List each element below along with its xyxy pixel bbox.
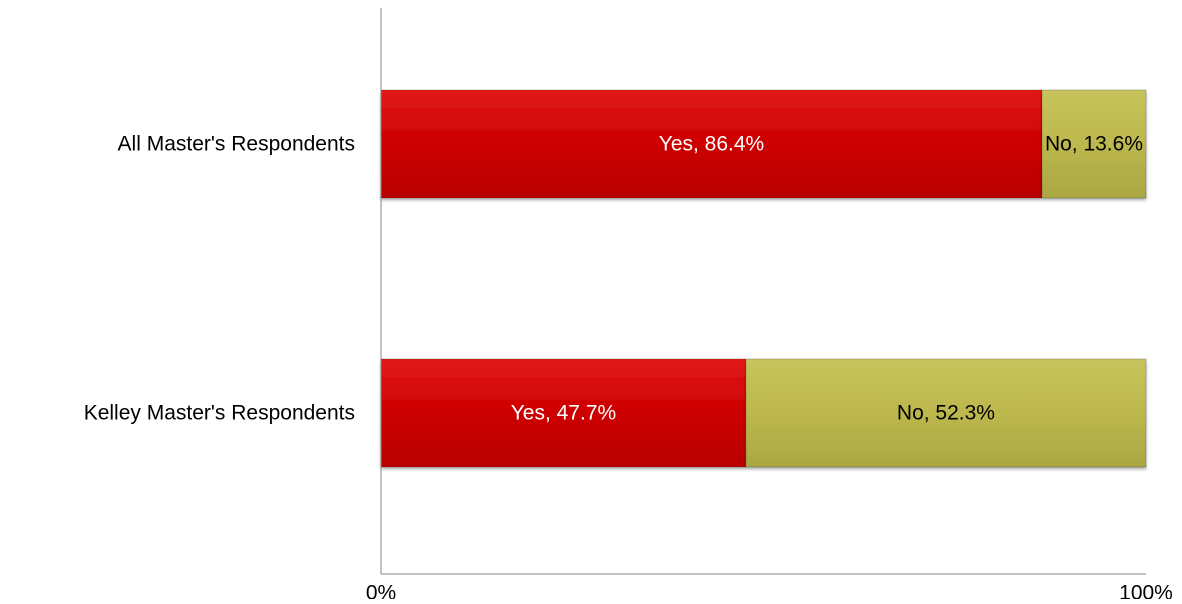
bar-yes-1 xyxy=(380,89,1043,199)
category-label-1: All Master's Respondents xyxy=(118,133,355,156)
bar-no-1 xyxy=(1041,89,1147,199)
bar-yes-2 xyxy=(380,358,747,468)
data-label-yes-1: Yes, 86.4% xyxy=(659,133,764,156)
x-tick-label-1: 0% xyxy=(366,582,396,600)
data-label-no-2: No, 52.3% xyxy=(897,402,995,425)
bar-no-2 xyxy=(745,358,1147,468)
data-label-no-1: No, 13.6% xyxy=(1045,133,1143,156)
data-labels-layer: Yes, 86.4% No, 13.6% Yes, 47.7% No, 52.3% xyxy=(511,133,1143,425)
x-tick-label-2: 100% xyxy=(1119,582,1173,600)
data-label-yes-2: Yes, 47.7% xyxy=(511,402,616,425)
bars-layer xyxy=(380,89,1147,468)
category-label-2: Kelley Master's Respondents xyxy=(84,402,355,425)
axes-layer: All Master's Respondents Kelley Master's … xyxy=(84,8,1173,604)
